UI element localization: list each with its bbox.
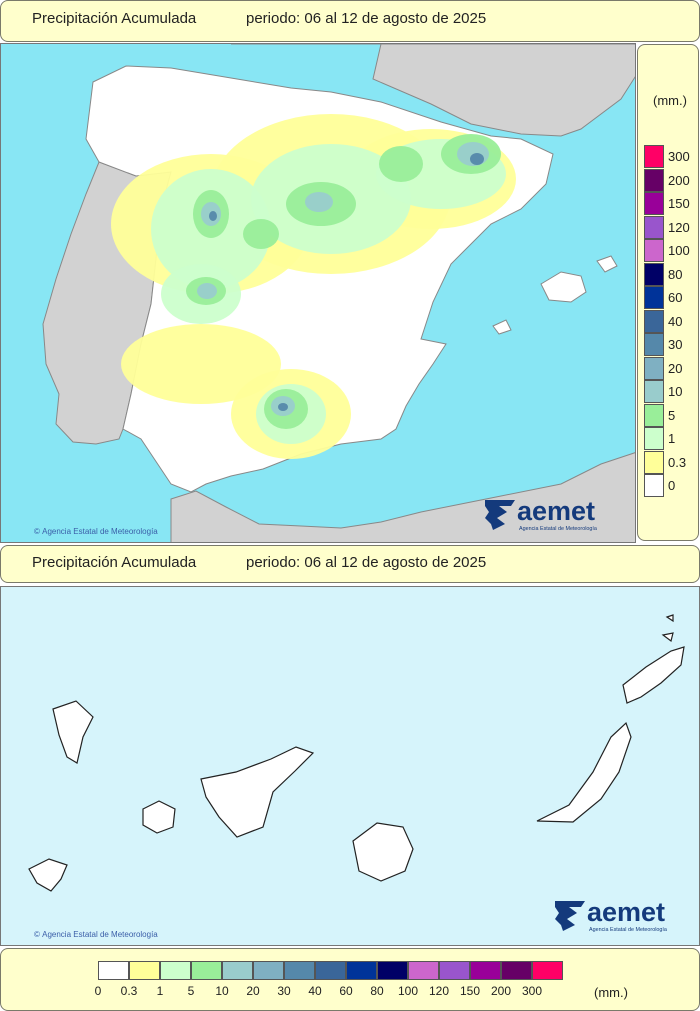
legend-label: 30 [668, 337, 683, 352]
legend-swatch [644, 474, 664, 497]
legend-label: 10 [668, 384, 683, 399]
legend-swatch [346, 961, 377, 980]
copyright-text: Agencia Estatal de Meteorología [42, 930, 158, 939]
aemet-logo: aemet Agencia Estatal de Meteorología [485, 496, 597, 532]
copyright-text: Agencia Estatal de Meteorología [42, 527, 158, 536]
aemet-logo-subtitle: Agencia Estatal de Meteorología [589, 927, 667, 933]
legend-label: 0.3 [668, 454, 687, 470]
precipitation-legend-vertical: (mm.) 300 200 150 120 100 80 60 40 30 20 10 5 1 0.3 0 [637, 44, 699, 541]
legend-swatch [160, 961, 191, 980]
legend-swatch [98, 961, 129, 980]
map-period: periodo: 06 al 12 de agosto de 2025 [246, 10, 487, 27]
legend-swatch [315, 961, 346, 980]
legend-label: 300 [521, 984, 543, 998]
aemet-logo-word: aemet [587, 897, 665, 927]
legend-label: 10 [215, 984, 229, 998]
legend-label: 80 [370, 984, 384, 998]
legend-swatch [532, 961, 563, 980]
legend-swatch [222, 961, 253, 980]
aemet-logo-word: aemet [517, 496, 595, 526]
map-title: Precipitación Acumulada [32, 554, 197, 571]
legend-label: 150 [459, 984, 481, 998]
canarias-map-graphic [1, 587, 699, 945]
legend-swatch [644, 309, 664, 333]
legend-swatch [644, 286, 664, 309]
copyright-notice: © Agencia Estatal de Meteorología [34, 930, 158, 939]
legend-swatch [644, 239, 664, 262]
aemet-logo-subtitle: Agencia Estatal de Meteorología [519, 526, 597, 532]
legend-swatch [501, 961, 532, 980]
legend-swatch [644, 403, 664, 427]
legend-label: 5 [668, 407, 676, 423]
legend-label: 1 [156, 984, 164, 998]
aemet-logo: aemet Agencia Estatal de Meteorología [555, 897, 667, 933]
header-canarias: Precipitación Acumulada periodo: 06 al 1… [0, 545, 700, 583]
canarias-map: © Agencia Estatal de Meteorología aemet … [0, 586, 700, 946]
legend-unit: (mm.) [653, 93, 687, 108]
legend-label: 0 [94, 984, 102, 998]
map-title: Precipitación Acumulada [32, 10, 197, 27]
legend-swatch [644, 333, 664, 356]
legend-label: 80 [668, 266, 683, 282]
legend-label: 0 [668, 478, 676, 493]
legend-label: 0.3 [120, 984, 138, 998]
copyright-notice: © Agencia Estatal de Meteorología [34, 527, 158, 536]
legend-label: 200 [668, 172, 690, 188]
legend-label: 30 [277, 984, 291, 998]
legend-label: 120 [428, 984, 450, 998]
legend-unit: (mm.) [594, 985, 628, 1000]
legend-label: 100 [668, 243, 690, 258]
legend-swatch [644, 192, 664, 215]
legend-swatch [439, 961, 470, 980]
legend-label: 100 [397, 984, 419, 998]
legend-swatch [377, 961, 408, 980]
legend-swatch [644, 168, 664, 192]
legend-swatch [644, 427, 664, 450]
legend-label: 60 [668, 290, 683, 305]
legend-swatch [644, 145, 664, 168]
legend-label: 200 [490, 984, 512, 998]
legend-swatch [191, 961, 222, 980]
header-peninsula: Precipitación Acumulada periodo: 06 al 1… [0, 0, 700, 42]
legend-swatch [644, 262, 664, 286]
legend-swatch [253, 961, 284, 980]
legend-label: 20 [668, 360, 683, 376]
legend-swatch [644, 450, 664, 474]
legend-label: 150 [668, 196, 690, 211]
peninsula-map-graphic [1, 44, 635, 542]
legend-swatch [644, 215, 664, 239]
legend-label: 20 [246, 984, 260, 998]
legend-label: 40 [668, 313, 683, 329]
legend-swatch [284, 961, 315, 980]
legend-label: 60 [339, 984, 353, 998]
legend-swatch [644, 380, 664, 403]
legend-label: 300 [668, 149, 690, 164]
legend-label: 120 [668, 219, 690, 235]
precipitation-legend-horizontal: 0 0.3 1 5 10 20 30 40 60 80 100 120 150 200 300 (mm.) [0, 948, 700, 1011]
legend-label: 5 [187, 984, 195, 998]
peninsula-map: © Agencia Estatal de Meteorología aemet … [0, 43, 636, 543]
aemet-logo-mark [485, 500, 515, 530]
legend-swatch [644, 356, 664, 380]
legend-label: 40 [308, 984, 322, 998]
legend-swatch [470, 961, 501, 980]
legend-label: 1 [668, 431, 676, 446]
legend-swatch [408, 961, 439, 980]
aemet-logo-mark [555, 901, 585, 931]
legend-swatch [129, 961, 160, 980]
map-period: periodo: 06 al 12 de agosto de 2025 [246, 554, 487, 571]
